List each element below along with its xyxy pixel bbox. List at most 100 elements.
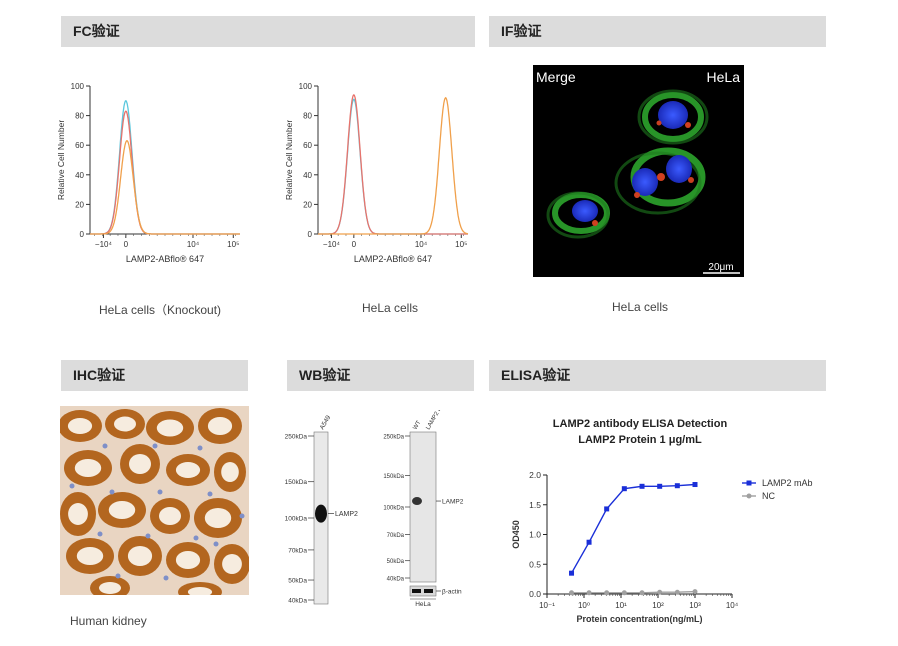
cell-1 [637,89,709,145]
cell-3 [546,191,610,239]
tubule-lumen [221,462,239,482]
y-tick-label: 20 [303,200,312,209]
elisa-x-tick-label: 10⁴ [726,601,739,610]
elisa-point [692,589,698,595]
band-label: LAMP2 [442,499,464,506]
histogram-series-2 [318,96,469,235]
wb-section-header: WB验证 [287,360,474,391]
elisa-y-tick-label: 1.0 [529,530,541,540]
marker-label: 250kDa [383,435,404,441]
elisa-x-tick-label: 10¹ [615,601,627,610]
elisa-point [569,570,575,576]
marker-label: 250kDa [285,434,308,441]
nucleus [163,575,169,581]
nucleus [213,541,219,547]
nucleus [157,489,163,495]
lamp2-band-wt [412,497,422,506]
tubule-lumen [76,547,104,565]
x-axis-label: LAMP2-ABflo® 647 [126,254,204,264]
tubule-lumen [127,546,153,566]
tubule-lumen [222,554,242,574]
y-axis-label: Relative Cell Number [56,120,66,200]
tubule-lumen [159,507,181,525]
if-section-header: IF验证 [489,16,826,47]
marker-label: 40kDa [387,577,405,583]
elisa-y-tick-label: 0.5 [529,559,541,569]
elisa-point [621,590,627,596]
nucleus [207,491,213,497]
tubule-lumen [68,503,88,525]
marker-label: 40kDa [288,598,307,605]
marker-label: 100kDa [383,506,404,512]
histogram-series-0 [90,100,240,235]
elisa-x-tick-label: 10⁻¹ [539,601,555,610]
tubule-lumen [207,417,233,435]
lane-label: WT [413,420,423,431]
if-caption: HeLa cells [611,300,669,314]
marker-label: 70kDa [387,533,405,539]
band-label: LAMP2 [335,511,358,518]
if-cellline-label: HeLa [707,69,741,85]
elisa-point [692,482,698,488]
x-tick-label: 10⁴ [187,240,200,249]
tubule-lumen [175,551,201,569]
marker-label: 50kDa [387,559,405,565]
tubule-lumen [129,454,151,474]
y-tick-label: 100 [71,82,85,91]
elisa-series-line-0 [570,483,696,574]
blot-membrane [409,431,437,583]
elisa-point [569,590,575,596]
western-blot-hela: 250kDa 150kDa 100kDa 70kDa 50kDa 40kDa LAMP2 β-… [383,410,464,608]
ihc-kidney-image [60,406,249,595]
histogram-series-0 [318,98,468,235]
if-merge-label: Merge [536,69,576,85]
nucleus [102,443,108,449]
marker-label: 100kDa [285,516,308,523]
y-tick-label: 20 [75,200,84,209]
nucleus [69,483,75,489]
actin-label: β-actin [442,589,462,596]
tubule-lumen [175,462,201,478]
legend-marker [746,480,752,486]
legend-marker [746,493,752,499]
elisa-subtitle: LAMP2 Protein 1 μg/mL [578,434,702,446]
histogram-series-1 [90,110,240,235]
lane-label: A549 [319,414,333,431]
elisa-x-tick-label: 10⁰ [578,601,590,610]
elisa-point [674,483,680,489]
elisa-y-tick-label: 1.5 [529,500,541,510]
y-tick-label: 100 [299,82,313,91]
y-tick-label: 60 [75,141,84,150]
marker-label: 50kDa [288,578,307,585]
elisa-point [639,483,645,489]
elisa-point [604,590,610,596]
tubule-lumen [99,582,121,594]
nucleus [109,489,115,495]
x-tick-label: −10⁴ [323,240,341,249]
elisa-point [657,483,663,489]
ihc-section-header: IHC验证 [61,360,248,391]
x-tick-label: −10⁴ [95,240,113,249]
western-blot-a549: 250kDa 150kDa 100kDa 70kDa 50kDa 40kDa LAMP2 A5… [285,414,358,605]
x-tick-label: 10⁵ [455,240,467,249]
elisa-title: LAMP2 antibody ELISA Detection [553,418,728,430]
elisa-point [639,590,645,596]
y-tick-label: 40 [303,171,312,180]
y-tick-label: 80 [303,112,312,121]
nucleus [197,445,203,451]
fc-histogram-knockout: 0 20 40 60 80 100 −10⁴ 0 10⁴ 10⁵ Relative Cell Num… [56,82,240,264]
y-tick-label: 0 [80,230,85,239]
histogram-series-2 [90,140,240,235]
nucleus [97,531,103,537]
x-axis-label: LAMP2-ABflo® 647 [354,254,432,264]
elisa-point [674,589,680,595]
histogram-series-1 [318,94,468,235]
nucleus [152,443,158,449]
cell-line-label: HeLa [415,601,431,608]
elisa-x-tick-label: 10³ [689,601,701,610]
y-tick-label: 40 [75,171,84,180]
ihc-caption: Human kidney [70,614,147,628]
if-scale-bar-label: 20μm [708,262,733,273]
y-axis-label: Relative Cell Number [284,120,294,200]
elisa-x-tick-label: 10² [652,601,664,610]
